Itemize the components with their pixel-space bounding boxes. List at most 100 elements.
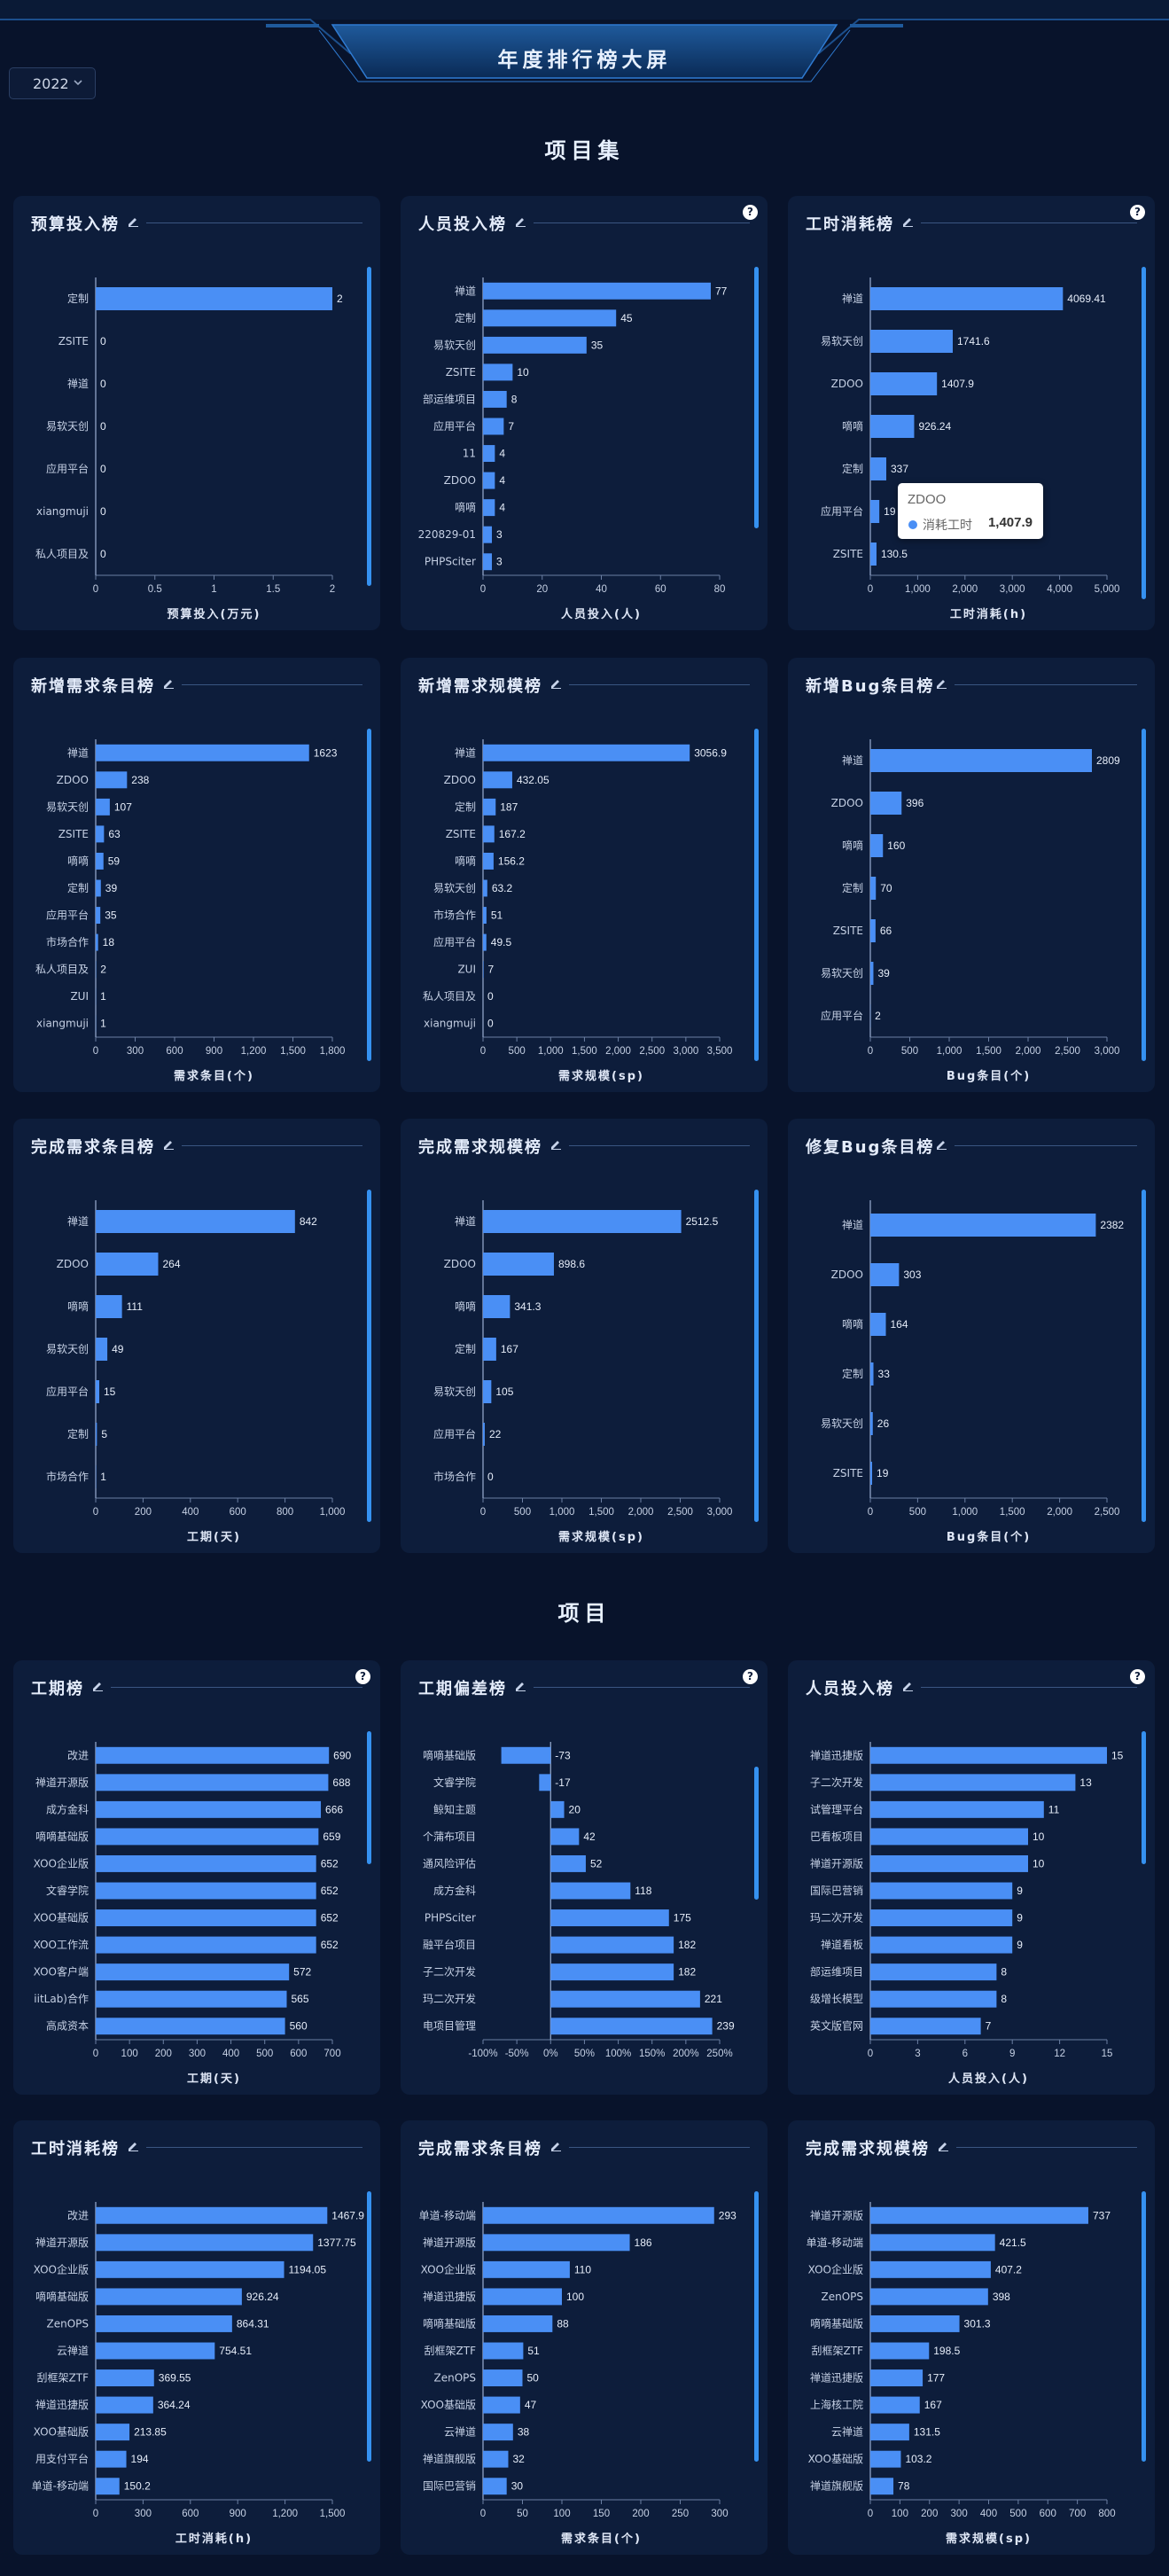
bar[interactable] bbox=[550, 1909, 669, 1927]
bar[interactable] bbox=[870, 1990, 997, 2008]
bar[interactable] bbox=[483, 744, 690, 761]
bar[interactable] bbox=[483, 1380, 492, 1403]
bar[interactable] bbox=[483, 2478, 507, 2495]
bar[interactable] bbox=[483, 363, 513, 381]
bar[interactable] bbox=[483, 445, 495, 463]
bar[interactable] bbox=[483, 852, 494, 870]
bar[interactable] bbox=[483, 1295, 510, 1318]
bar[interactable] bbox=[870, 834, 884, 857]
bar[interactable] bbox=[870, 2018, 981, 2035]
bar[interactable] bbox=[483, 309, 617, 327]
bar[interactable] bbox=[96, 1295, 122, 1318]
chart-scrollbar[interactable] bbox=[367, 267, 371, 586]
help-icon[interactable]: ? bbox=[743, 205, 758, 220]
bar[interactable] bbox=[870, 1774, 1076, 1791]
bar[interactable] bbox=[870, 1854, 1028, 1872]
bar[interactable] bbox=[870, 919, 876, 942]
bar[interactable] bbox=[870, 1263, 900, 1286]
bar[interactable] bbox=[96, 825, 105, 843]
edit-pen-icon[interactable] bbox=[127, 2139, 139, 2151]
chart-scrollbar[interactable] bbox=[754, 729, 759, 1061]
chart-scrollbar[interactable] bbox=[367, 729, 371, 1061]
bar[interactable] bbox=[96, 2478, 120, 2495]
bar[interactable] bbox=[96, 1253, 159, 1276]
bar[interactable] bbox=[483, 472, 495, 489]
bar[interactable] bbox=[550, 1936, 674, 1954]
bar[interactable] bbox=[96, 2424, 130, 2441]
bar[interactable] bbox=[870, 1746, 1107, 1764]
bar[interactable] bbox=[870, 792, 902, 815]
edit-pen-icon[interactable] bbox=[514, 215, 526, 227]
bar[interactable] bbox=[870, 2369, 924, 2387]
bar[interactable] bbox=[483, 907, 487, 925]
bar[interactable] bbox=[870, 2234, 995, 2252]
edit-pen-icon[interactable] bbox=[549, 1137, 562, 1150]
bar[interactable] bbox=[870, 415, 915, 438]
bar[interactable] bbox=[96, 1210, 295, 1233]
bar[interactable] bbox=[96, 771, 128, 789]
bar[interactable] bbox=[483, 825, 495, 843]
bar[interactable] bbox=[96, 2450, 127, 2468]
bar[interactable] bbox=[870, 2342, 930, 2360]
bar[interactable] bbox=[483, 2260, 570, 2278]
chart-scrollbar[interactable] bbox=[754, 1190, 759, 1522]
bar[interactable] bbox=[550, 1990, 700, 2008]
bar[interactable] bbox=[96, 2260, 284, 2278]
bar[interactable] bbox=[483, 282, 711, 300]
bar[interactable] bbox=[550, 1963, 674, 1981]
bar[interactable] bbox=[96, 879, 101, 897]
bar[interactable] bbox=[483, 418, 504, 435]
bar[interactable] bbox=[96, 1882, 316, 1900]
bar[interactable] bbox=[539, 1774, 551, 1791]
chart-scrollbar[interactable] bbox=[367, 1731, 371, 1864]
bar[interactable] bbox=[550, 2018, 713, 2035]
bar[interactable] bbox=[483, 933, 487, 951]
bar[interactable] bbox=[870, 1362, 874, 1386]
bar[interactable] bbox=[870, 1412, 873, 1435]
edit-pen-icon[interactable] bbox=[91, 1679, 104, 1691]
bar[interactable] bbox=[870, 2288, 988, 2306]
bar[interactable] bbox=[483, 390, 507, 408]
bar[interactable] bbox=[483, 2424, 513, 2441]
bar[interactable] bbox=[483, 1338, 496, 1361]
bar[interactable] bbox=[483, 2450, 509, 2468]
edit-pen-icon[interactable] bbox=[549, 2139, 562, 2151]
bar[interactable] bbox=[483, 499, 495, 517]
bar[interactable] bbox=[483, 2396, 520, 2414]
bar[interactable] bbox=[96, 852, 104, 870]
bar[interactable] bbox=[483, 2288, 562, 2306]
bar[interactable] bbox=[870, 2424, 909, 2441]
bar[interactable] bbox=[483, 798, 496, 816]
bar[interactable] bbox=[96, 1338, 108, 1361]
edit-pen-icon[interactable] bbox=[901, 1679, 914, 1691]
edit-pen-icon[interactable] bbox=[514, 1679, 526, 1691]
edit-pen-icon[interactable] bbox=[127, 215, 139, 227]
bar[interactable] bbox=[870, 1462, 873, 1485]
chart-scrollbar[interactable] bbox=[367, 2191, 371, 2462]
bar[interactable] bbox=[483, 2234, 630, 2252]
bar[interactable] bbox=[870, 2478, 894, 2495]
bar[interactable] bbox=[870, 500, 880, 523]
bar[interactable] bbox=[870, 1963, 997, 1981]
year-select[interactable]: 2022 bbox=[9, 67, 96, 99]
bar[interactable] bbox=[96, 1990, 287, 2008]
edit-pen-icon[interactable] bbox=[935, 676, 947, 689]
bar[interactable] bbox=[870, 2450, 901, 2468]
chart-scrollbar[interactable] bbox=[754, 1767, 759, 1900]
bar[interactable] bbox=[96, 1746, 330, 1764]
bar[interactable] bbox=[870, 2206, 1088, 2224]
help-icon[interactable]: ? bbox=[355, 1669, 370, 1684]
bar[interactable] bbox=[870, 1800, 1044, 1818]
bar[interactable] bbox=[870, 2260, 991, 2278]
bar[interactable] bbox=[483, 2206, 714, 2224]
bar[interactable] bbox=[96, 907, 101, 925]
bar[interactable] bbox=[870, 1828, 1028, 1846]
chart-scrollbar[interactable] bbox=[1142, 729, 1146, 1061]
bar[interactable] bbox=[96, 2234, 314, 2252]
bar[interactable] bbox=[483, 2314, 553, 2332]
bar[interactable] bbox=[483, 2369, 523, 2387]
bar[interactable] bbox=[96, 1423, 97, 1446]
edit-pen-icon[interactable] bbox=[549, 676, 562, 689]
bar[interactable] bbox=[870, 457, 886, 480]
bar[interactable] bbox=[870, 330, 954, 353]
